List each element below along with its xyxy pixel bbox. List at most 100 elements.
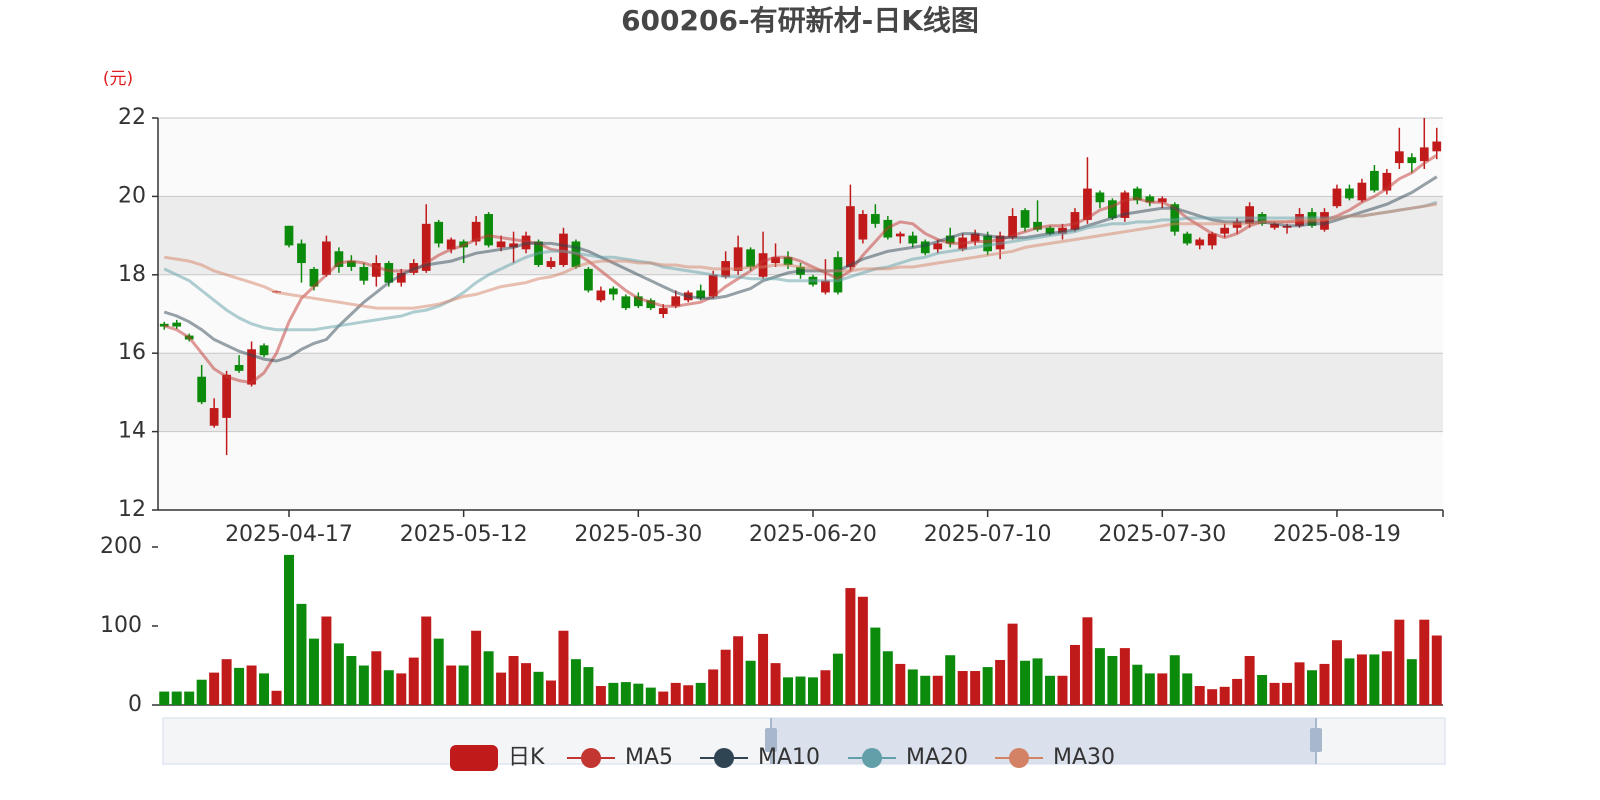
candle-body (1182, 233, 1192, 244)
candle-body (484, 214, 493, 246)
candle-body (1207, 233, 1217, 246)
volume-bar (1331, 640, 1342, 705)
volume-bar (758, 633, 769, 705)
volume-bar (1045, 675, 1056, 705)
split-area (158, 353, 1443, 432)
volume-bar (720, 649, 731, 705)
volume-bar (645, 687, 656, 705)
candle-body (658, 308, 668, 314)
candle-body (322, 241, 331, 275)
candle-body (633, 296, 643, 307)
legend-label: 日K (508, 745, 545, 770)
volume-bar (421, 616, 432, 705)
candle-body (945, 235, 955, 244)
zoom-handle-left[interactable] (765, 728, 777, 752)
candle-body (1245, 206, 1254, 224)
candle-body (1033, 221, 1042, 230)
volume-bar (1406, 659, 1417, 705)
legend-item[interactable]: MA20 (848, 745, 968, 770)
y-tick-label: 200 (100, 534, 142, 559)
volume-bar (882, 651, 893, 705)
volume-bar (433, 638, 444, 705)
candle-body (259, 345, 269, 356)
candle-body (696, 290, 706, 299)
volume-bar (383, 670, 394, 705)
candle-body (783, 257, 793, 265)
candle-body (1095, 192, 1105, 203)
candle-body (1120, 192, 1130, 218)
legend-label: MA10 (758, 745, 820, 770)
split-areas (158, 118, 1443, 510)
volume-bar (745, 660, 756, 705)
volume-bar (595, 686, 606, 705)
candle-body (1132, 188, 1142, 201)
volume-bar (683, 685, 694, 705)
volume-bar (970, 671, 981, 705)
candle-body (172, 322, 182, 327)
legend-item[interactable]: MA10 (700, 745, 820, 770)
candle-body (1407, 157, 1417, 164)
volume-bar (920, 675, 931, 705)
volume-bar (346, 656, 357, 705)
volume-bar (446, 665, 457, 705)
volume-bar (396, 673, 407, 705)
candle-body (920, 241, 930, 254)
x-tick-label: 2025-08-19 (1273, 522, 1401, 547)
zoom-window[interactable] (771, 718, 1316, 764)
volume-bar (221, 659, 232, 705)
candle-body (421, 223, 431, 271)
candle-body (1195, 239, 1205, 246)
candle-body (671, 296, 681, 307)
volume-bar (795, 676, 806, 705)
candle-body (159, 323, 169, 327)
zoom-handle-right[interactable] (1310, 728, 1322, 752)
legend-item[interactable]: MA5 (567, 745, 673, 770)
volume-bar (259, 673, 270, 705)
candle-body (1394, 151, 1404, 164)
legend-item[interactable]: MA30 (995, 745, 1115, 770)
volume-bar (1007, 623, 1018, 705)
candle-body (1432, 141, 1442, 152)
volume-bar (1020, 660, 1031, 705)
volume-bar (1069, 644, 1080, 705)
volume-bar (284, 554, 294, 705)
legend-label: MA30 (1053, 745, 1115, 770)
candle-body (1145, 196, 1155, 203)
legend-label: MA5 (625, 745, 673, 770)
volume-bar (171, 691, 182, 705)
volume-bar (1157, 673, 1168, 705)
volume-bar (521, 663, 532, 705)
volume-bar (708, 669, 719, 705)
candle-body (1370, 170, 1379, 191)
candle-body (908, 235, 918, 244)
legend-item[interactable]: 日K (450, 745, 545, 771)
legend-label: MA20 (906, 745, 968, 770)
volume-bar (1344, 658, 1355, 705)
volume-bar (1269, 682, 1280, 705)
x-tick-label: 2025-07-30 (1098, 522, 1226, 547)
x-tick-label: 2025-07-10 (924, 522, 1052, 547)
candle-body (446, 239, 456, 250)
volume-bar (982, 667, 993, 705)
x-tick-label: 2025-05-30 (574, 522, 702, 547)
data-zoom[interactable] (162, 717, 1446, 765)
volume-bar (196, 679, 207, 705)
y-tick-label: 18 (118, 262, 146, 287)
ma-line (163, 200, 1438, 332)
candle-body (646, 300, 656, 309)
legend-icon (714, 748, 734, 768)
volume-bar (1194, 686, 1205, 705)
candle-body (347, 261, 356, 267)
candle-body (895, 233, 905, 237)
volume-bar (558, 630, 569, 705)
candle-body (1045, 227, 1055, 234)
volume-bar (1282, 682, 1293, 705)
volume-bar (1169, 655, 1180, 705)
candle-body (584, 268, 593, 291)
volume-bar (932, 675, 943, 705)
candle-body (821, 280, 830, 293)
volume-bar (371, 651, 382, 705)
candle-body (1382, 172, 1392, 191)
volume-bar (1182, 673, 1193, 705)
candle-body (434, 221, 444, 244)
